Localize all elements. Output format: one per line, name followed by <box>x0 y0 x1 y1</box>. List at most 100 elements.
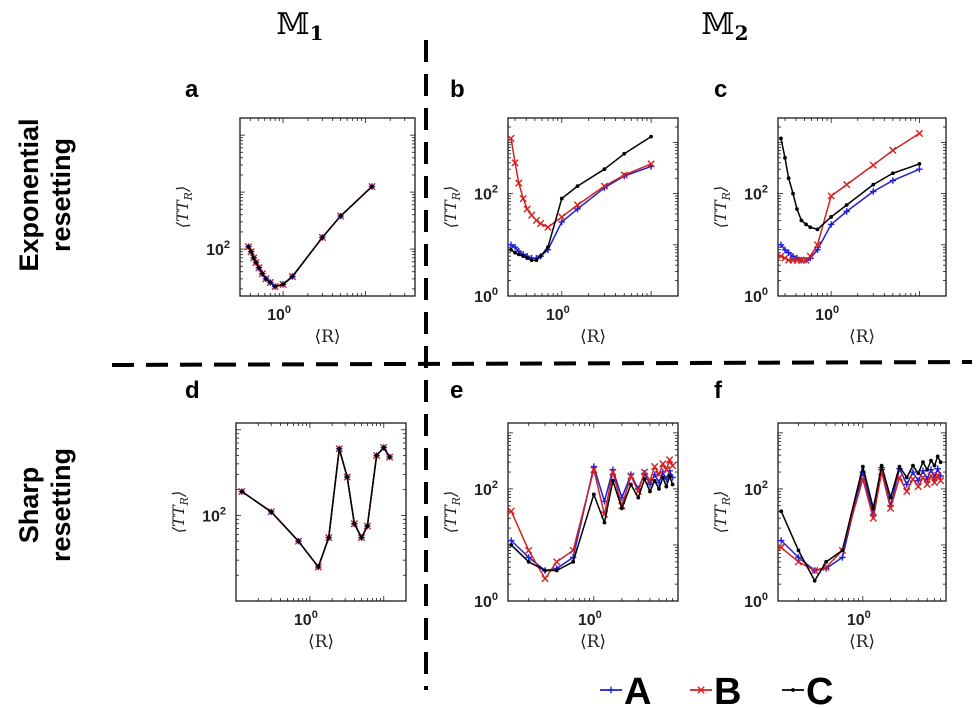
panel-e-y-tick-label: 102 <box>474 479 498 499</box>
panel-f-series-C-point <box>897 464 902 469</box>
panel-c-y-axis-label: ⟨TTR⟩ <box>711 186 733 228</box>
panel-f-series-C-point <box>921 460 925 465</box>
panel-e-series-C-point <box>571 559 576 564</box>
panel-b-series-C-point <box>602 167 607 172</box>
column-header-m1-subscript: 1 <box>310 21 324 45</box>
row-label-sharp-line2: resetting <box>46 448 76 562</box>
panel-f-series-B-point <box>810 566 819 575</box>
panel-f-series-C-point <box>925 467 930 472</box>
panel-a-series-A <box>245 183 376 290</box>
panel-f-minor-ticks <box>778 423 946 601</box>
panel-c-series-C-point <box>786 176 791 181</box>
panel-d-series-C-point <box>269 509 274 514</box>
panel-a-series-B-line <box>247 186 373 288</box>
panel-f-y-tick-exp: 0 <box>762 591 768 603</box>
panel-f-y-tick-base: 10 <box>744 482 762 499</box>
panel-b-series-B <box>507 134 655 231</box>
panel-f-series-C-point <box>840 548 845 553</box>
panel-e-series-B-point <box>553 558 561 566</box>
panel-b-series-B-point <box>536 219 545 228</box>
panel-b-series-C-point <box>538 254 543 259</box>
panel-f-series-A-point <box>778 537 785 544</box>
panel-c-series-A-point <box>781 246 789 253</box>
panel-e-frame <box>507 422 679 602</box>
panel-a-series-C-point <box>338 214 343 218</box>
panel-c-series-C-point <box>779 136 783 141</box>
panel-f-series-C-point <box>932 463 937 468</box>
panel-b-y-axis-label-main: ⟨TT <box>441 199 460 228</box>
panel-f-series-C-point <box>916 471 921 476</box>
panel-c-series-C <box>779 136 922 232</box>
panel-f-frame <box>777 422 947 602</box>
panel-b-y-axis-label-sub: R <box>450 192 463 201</box>
panel-c-y-axis-label-close: ⟩ <box>711 186 730 193</box>
panel-a-series-C-point <box>260 271 265 276</box>
panel-c-series-A-point <box>814 246 821 253</box>
column-header-m2-symbol: 𝕄 <box>701 7 734 42</box>
panel-d-letter: d <box>185 377 200 404</box>
panel-f-series-B-point <box>936 477 945 485</box>
panel-e-y-tick-base: 10 <box>474 594 492 611</box>
panel-b-series-B-point <box>647 160 655 168</box>
panel-b-series-B-point <box>558 213 566 221</box>
legend-swatch-marker <box>697 686 705 694</box>
panel-a-series-C-point <box>249 249 254 254</box>
panel-b-series-B-point <box>519 194 527 203</box>
panel-a-series-C-point <box>246 244 251 249</box>
legend-item-B: B <box>690 671 741 708</box>
panel-b-x-tick-base: 10 <box>546 307 564 324</box>
panel-f-series-B-point <box>933 471 942 479</box>
panel-e-y-axis-label-close: ⟩ <box>441 491 460 498</box>
panel-b-series-B-point <box>600 182 609 190</box>
legend-item-A: A <box>600 671 651 708</box>
panel-c-series-A-point <box>870 188 877 195</box>
panel-f-series-B <box>777 468 945 575</box>
panel-b-series-A-line <box>510 165 652 259</box>
panel-f-series-B-point <box>903 487 911 496</box>
legend-label: C <box>806 671 833 708</box>
panel-f-x-tick-exp: 0 <box>865 609 871 621</box>
panel-f-series-B-point <box>909 475 917 483</box>
panel-e-series-B-point <box>662 466 671 474</box>
panel-c-series-B-point <box>806 252 814 260</box>
panel-b-y-axis-label: ⟨TTR⟩ <box>441 186 463 228</box>
panel-e-series-C-point <box>591 492 596 497</box>
panel-a-series-A-line <box>247 186 373 288</box>
column-header-m1: 𝕄1 <box>276 7 323 45</box>
column-header-m2: 𝕄2 <box>701 7 748 45</box>
panel-c-y-axis-label-main: ⟨TT <box>711 199 730 228</box>
panel-e-series-B <box>507 456 677 583</box>
panel-f-series-C <box>779 454 943 583</box>
panel-e-series-B-point <box>524 546 533 555</box>
panel-c-series-C-point <box>829 215 834 219</box>
panel-f-series-B-point <box>777 543 785 552</box>
panel-e-series-B-point <box>640 468 649 476</box>
panel-d-series-C <box>239 445 392 569</box>
panel-b-series-B-point <box>544 223 552 231</box>
panel-a-series-C-point <box>370 184 374 189</box>
panel-e-series-C-point <box>664 484 669 489</box>
panel-e-series-C-point <box>543 568 547 573</box>
panel-b-series-B-point <box>507 134 515 143</box>
panel-d-series-C-point <box>374 453 379 458</box>
panel-f-series-B-point <box>927 472 935 480</box>
panel-c-series-A-point <box>843 208 850 215</box>
panel-a-x-tick-exp: 0 <box>285 304 291 316</box>
panel-a-y-axis-label: ⟨TTR⟩ <box>173 186 195 228</box>
panel-e-series-C-point <box>629 482 633 487</box>
panel-c-x-tick-exp: 0 <box>833 304 839 316</box>
panel-c-series-B-point <box>781 254 789 262</box>
panel-d-series-C-point <box>365 524 370 528</box>
panel-e-series-C-point <box>670 482 675 487</box>
panel-b-series-C-point <box>559 196 564 201</box>
panel-f-series-B-point <box>914 482 922 491</box>
panel-a-series-C-point <box>320 235 325 240</box>
panel-a-series-C-point <box>251 255 256 260</box>
panel-b-minor-ticks <box>508 118 678 296</box>
panel-e-series-A-point <box>525 554 532 561</box>
panel-c-letter: c <box>714 76 727 103</box>
